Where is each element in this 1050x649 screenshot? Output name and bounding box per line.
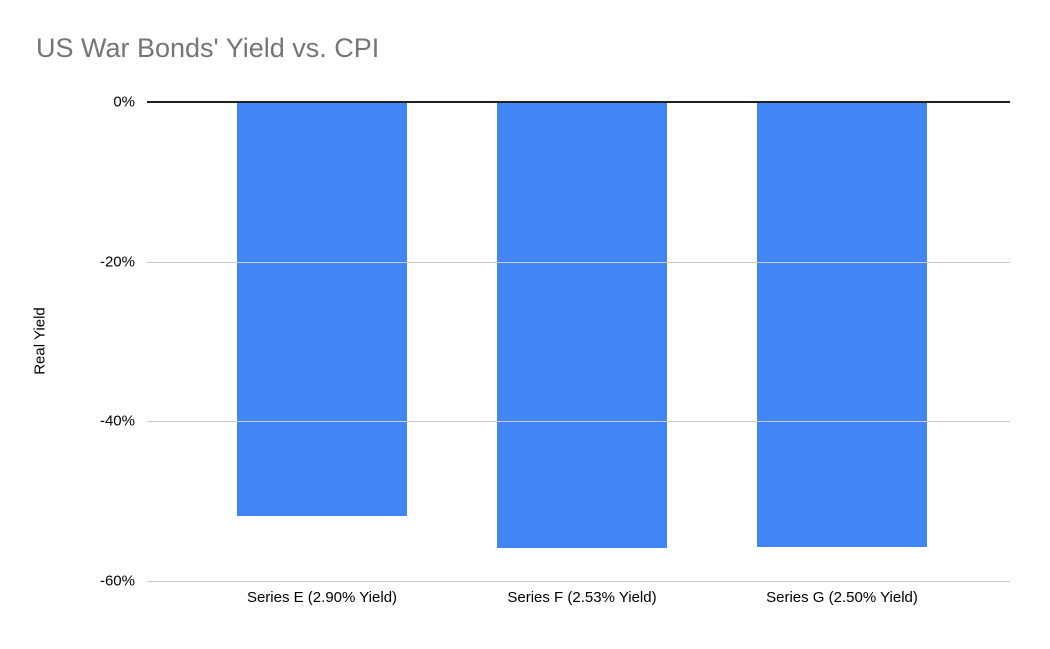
x-category-label: Series E (2.90% Yield): [246, 589, 398, 606]
gridline: [147, 421, 1010, 423]
bar-1: [237, 102, 407, 516]
y-tick-label: -20%: [99, 253, 135, 271]
plot-area: [147, 101, 1010, 582]
x-category-label: Series G (2.50% Yield): [766, 589, 918, 606]
x-category-label: Series F (2.53% Yield): [507, 589, 657, 606]
bar-column: [192, 102, 452, 581]
bars-row: [192, 102, 972, 581]
bar-2: [497, 102, 667, 549]
y-axis-tick-labels: 0% -20% -40% -60%: [0, 94, 135, 590]
y-tick-label: 0%: [113, 93, 135, 111]
gridline: [147, 261, 1010, 263]
bar-column: [712, 102, 972, 581]
bar-3: [757, 102, 927, 548]
zero-axis-line: [147, 101, 1010, 103]
chart-title: US War Bonds' Yield vs. CPI: [36, 33, 380, 63]
gridline: [147, 581, 1010, 582]
bar-column: [452, 102, 712, 581]
x-axis-category-labels: Series E (2.90% Yield) Series F (2.53% Yi…: [192, 589, 972, 606]
y-tick-label: -60%: [99, 572, 135, 590]
y-tick-label: -40%: [99, 412, 135, 430]
